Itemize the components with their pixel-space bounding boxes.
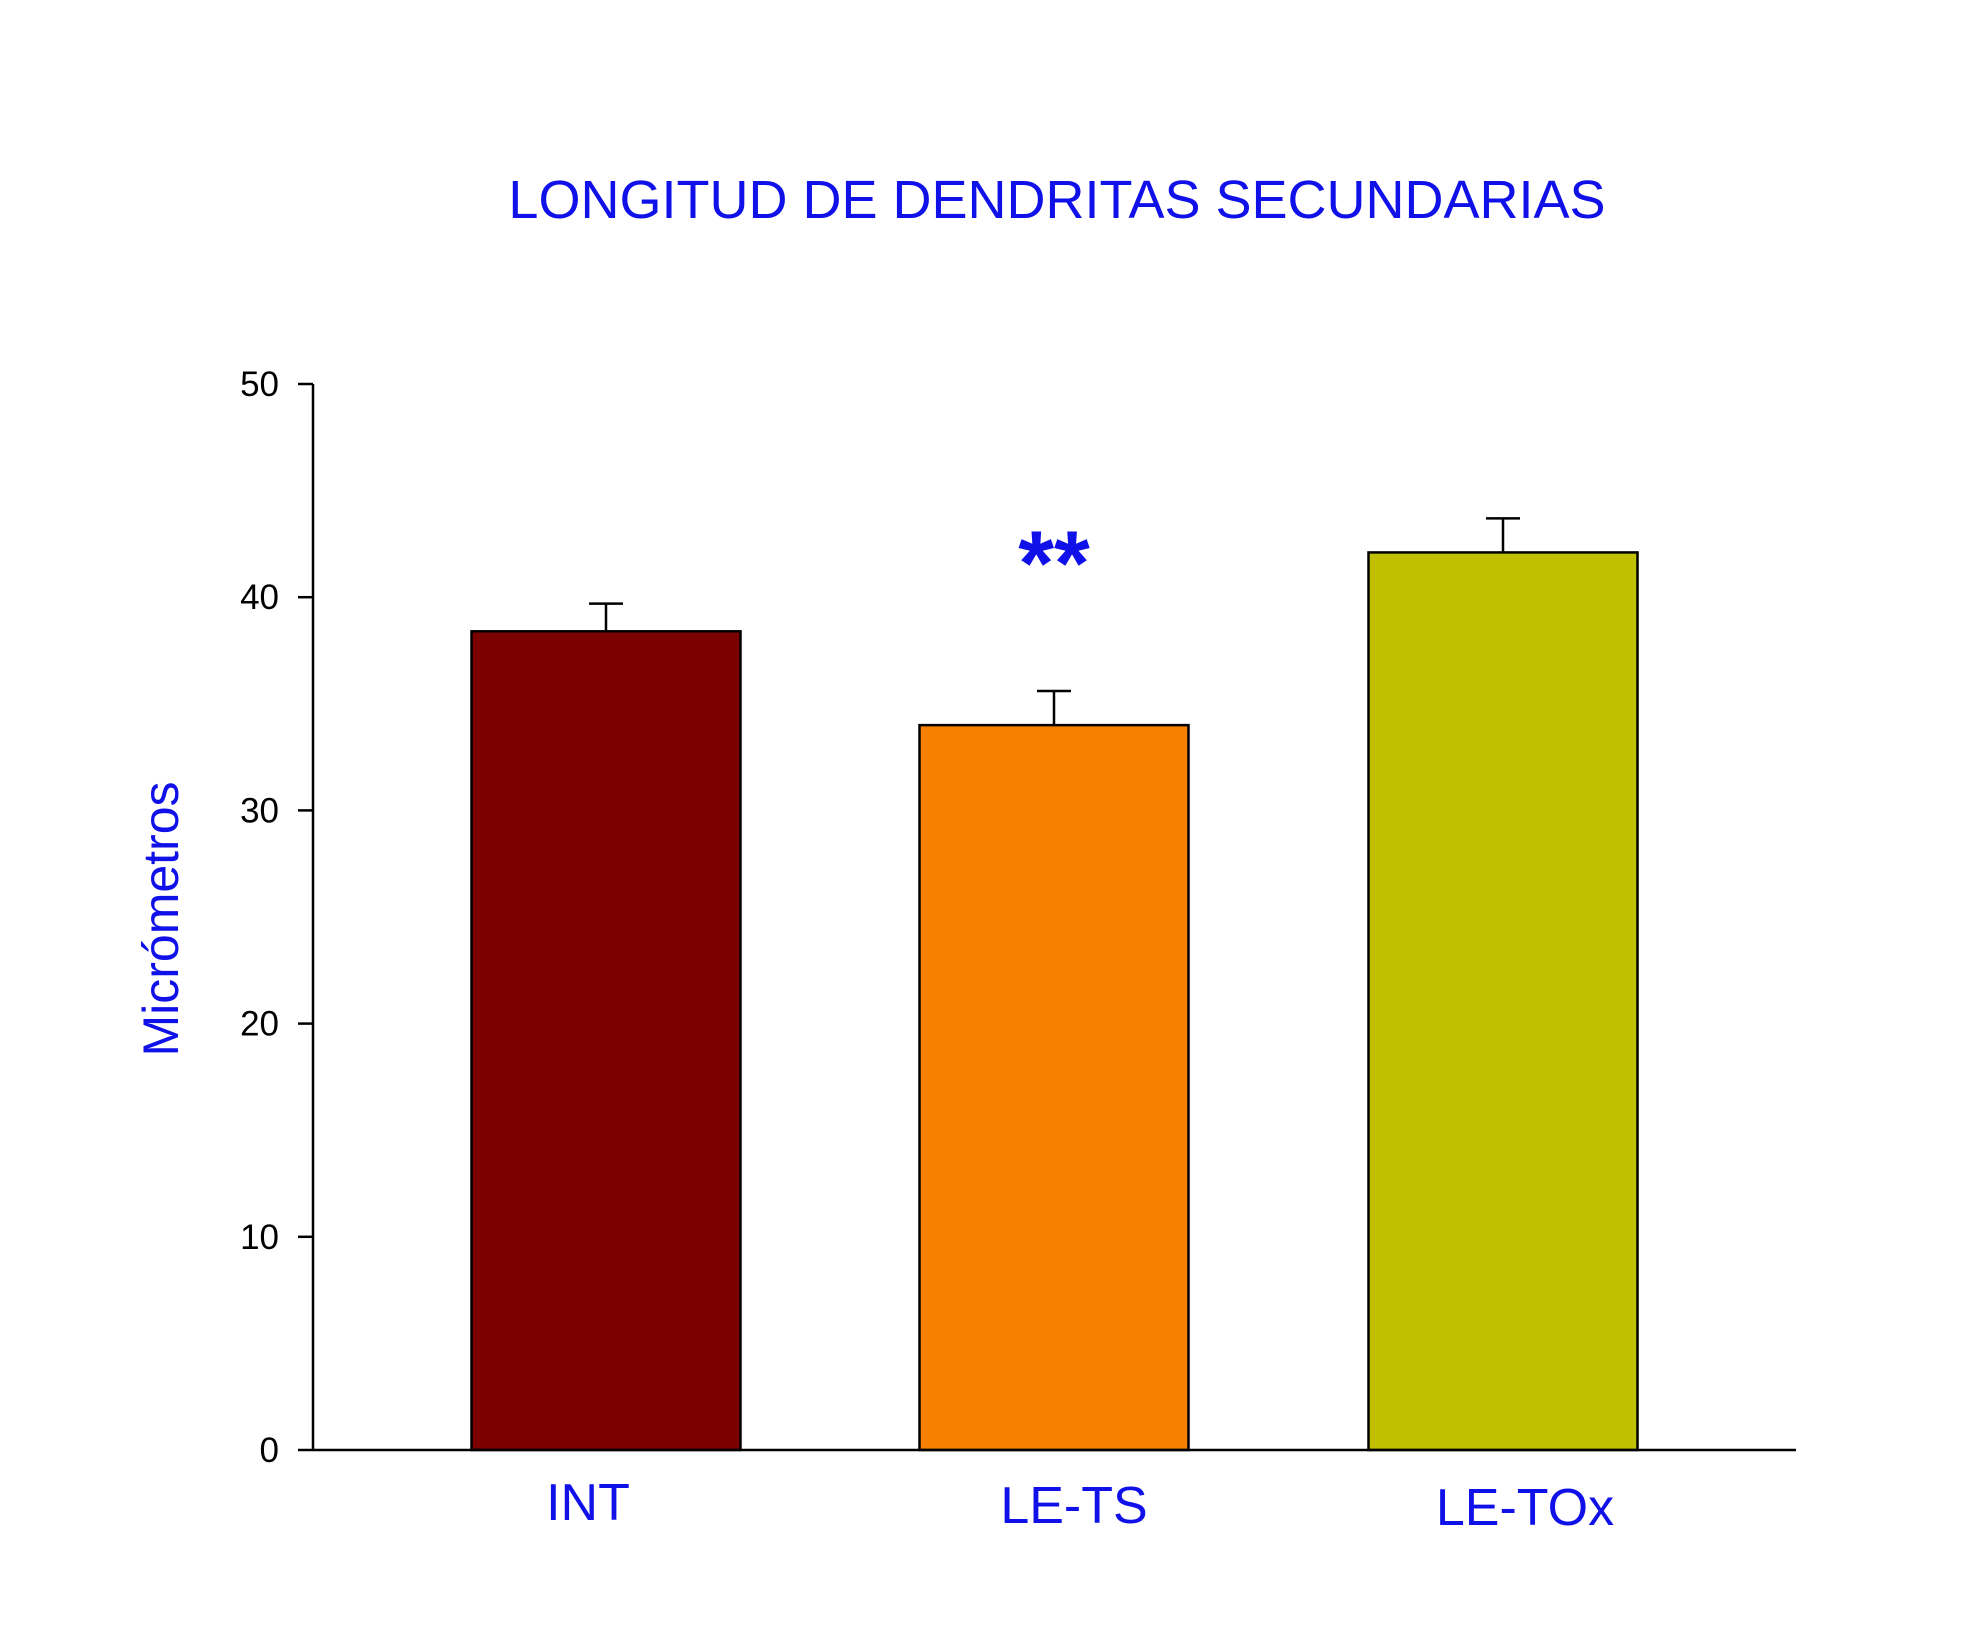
bar-le-ts bbox=[918, 723, 1190, 1452]
y-tick-label-50: 50 bbox=[240, 365, 279, 404]
significance-annotation: ** bbox=[1018, 513, 1090, 615]
y-axis-ticks: 0 10 20 30 40 50 bbox=[240, 365, 313, 1470]
category-label-int: INT bbox=[546, 1474, 630, 1532]
bar-int bbox=[470, 630, 742, 1452]
y-tick-label-40: 40 bbox=[240, 578, 279, 617]
category-labels: INT LE-TS LE-TOx bbox=[546, 1474, 1614, 1537]
bars-layer bbox=[470, 517, 1639, 1452]
axes bbox=[311, 384, 1796, 1452]
y-tick-label-10: 10 bbox=[240, 1218, 279, 1257]
y-tick-label-0: 0 bbox=[260, 1431, 279, 1470]
chart-title: LONGITUD DE DENDRITAS SECUNDARIAS bbox=[508, 170, 1605, 230]
y-axis-label: Micrómetros bbox=[133, 781, 189, 1056]
annotations-layer: ** bbox=[1018, 513, 1090, 615]
y-tick-label-20: 20 bbox=[240, 1005, 279, 1044]
bar-le-tox bbox=[1367, 551, 1639, 1452]
category-label-le-tox: LE-TOx bbox=[1436, 1479, 1614, 1537]
y-tick-label-30: 30 bbox=[240, 791, 279, 830]
category-label-le-ts: LE-TS bbox=[1000, 1477, 1147, 1535]
